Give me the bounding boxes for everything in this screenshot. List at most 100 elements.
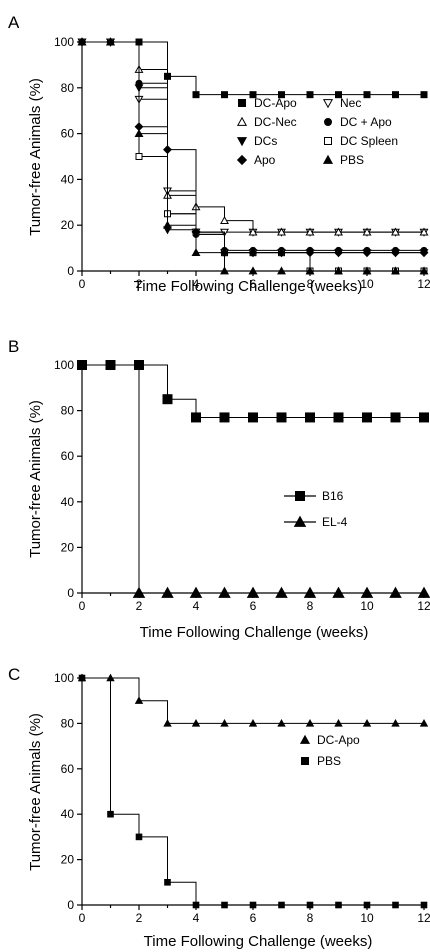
data-point	[192, 901, 200, 909]
data-point	[77, 37, 87, 46]
legend-label: EL-4	[322, 515, 348, 529]
data-point	[191, 412, 201, 423]
data-point	[391, 266, 400, 275]
series-line	[82, 41, 424, 272]
data-point	[333, 412, 344, 423]
data-point	[192, 91, 200, 99]
x-tick-label: 4	[193, 599, 200, 613]
legend-label: DC-Apo	[317, 733, 360, 747]
data-point	[305, 266, 315, 275]
data-point	[334, 719, 343, 727]
data-point	[163, 220, 172, 229]
panel-letter: A	[8, 13, 20, 32]
x-axis-label: Time Following Challenge (weeks)	[134, 278, 363, 295]
panel-c: C 0 20 40 60 80 100 0 2 4 6 8 10 12 Time Following Cha…	[8, 665, 430, 950]
data-point	[249, 91, 257, 99]
series-el-4	[82, 364, 430, 598]
data-point	[161, 586, 174, 598]
data-point	[134, 696, 144, 704]
y-tick-label: 60	[61, 127, 75, 141]
data-point	[78, 674, 86, 682]
data-point	[134, 128, 144, 137]
x-tick-label: 12	[417, 911, 430, 925]
x-axis-label: Time Following Challenge (weeks)	[144, 933, 373, 950]
data-point	[248, 227, 258, 236]
legend-marker	[293, 515, 307, 527]
legend-marker	[295, 491, 305, 501]
y-tick-label: 40	[61, 807, 75, 821]
data-point	[392, 901, 399, 909]
series-pbs	[77, 37, 429, 275]
y-tick-label: 0	[67, 898, 74, 912]
data-point	[303, 586, 317, 598]
y-tick-label: 20	[61, 540, 75, 554]
x-tick-label: 6	[250, 277, 257, 291]
data-point	[218, 586, 231, 598]
legend-marker	[322, 99, 334, 109]
legend-marker	[301, 757, 309, 765]
data-point	[419, 266, 429, 275]
series-dc-apo	[78, 38, 428, 99]
data-point	[306, 91, 314, 99]
data-point	[419, 719, 429, 727]
panel-a: A 0 20 40 60 80 100 0 2 4 6 8 10 12 Time Following Cha…	[8, 13, 430, 295]
data-point	[276, 412, 287, 423]
data-point	[335, 901, 342, 909]
panel-letter: B	[8, 337, 19, 356]
data-point	[249, 901, 257, 909]
data-point	[191, 248, 201, 257]
data-point	[305, 227, 315, 236]
data-point	[419, 248, 429, 258]
y-tick-label: 80	[61, 716, 75, 730]
data-point	[164, 879, 171, 886]
legend-marker	[322, 154, 334, 164]
data-point	[391, 248, 400, 258]
data-point	[219, 412, 230, 423]
data-point	[362, 266, 372, 275]
x-tick-label: 10	[360, 277, 374, 291]
data-point	[390, 412, 401, 423]
data-point	[360, 586, 374, 598]
y-tick-label: 40	[61, 495, 75, 509]
data-point	[305, 248, 315, 258]
data-point	[277, 248, 286, 258]
data-point	[306, 901, 314, 909]
x-tick-label: 10	[360, 911, 374, 925]
legend: DC-Apo Nec DC-Nec DC + Apo DCs DC Spleen Apo PB…	[236, 96, 398, 167]
data-point	[277, 266, 286, 275]
data-point	[162, 394, 173, 405]
data-point	[332, 586, 345, 598]
data-point	[305, 719, 315, 727]
data-point	[305, 412, 315, 423]
x-tick-label: 8	[307, 911, 314, 925]
x-tick-label: 2	[136, 599, 143, 613]
y-tick-label: 40	[61, 172, 75, 186]
data-point	[221, 901, 228, 909]
data-point	[363, 901, 371, 909]
y-axis-label: Tumor-free Animals (%)	[27, 713, 44, 871]
y-tick-label: 20	[61, 218, 75, 232]
data-point	[334, 266, 343, 275]
y-tick-label: 80	[61, 81, 75, 95]
data-point	[334, 227, 343, 236]
data-point	[278, 901, 285, 909]
data-point	[391, 719, 400, 727]
y-tick-label: 100	[54, 671, 74, 685]
x-tick-label: 10	[360, 599, 374, 613]
legend-marker	[299, 734, 311, 744]
data-point	[419, 227, 429, 236]
data-point	[335, 91, 342, 99]
data-point	[417, 586, 430, 598]
legend-label: B16	[322, 489, 344, 503]
legend-marker	[324, 137, 332, 145]
data-point	[362, 719, 372, 727]
series-dc-spleen	[78, 38, 428, 275]
x-tick-label: 0	[79, 277, 86, 291]
data-point	[220, 215, 229, 224]
x-tick-label: 0	[79, 599, 86, 613]
x-tick-label: 12	[417, 277, 430, 291]
y-axis-label: Tumor-free Animals (%)	[27, 400, 44, 558]
data-point	[275, 586, 288, 598]
y-tick-label: 20	[61, 853, 75, 867]
